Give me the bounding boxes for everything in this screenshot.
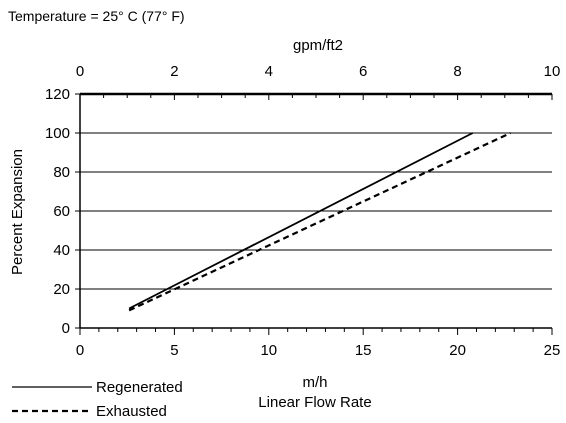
legend-label-regenerated: Regenerated xyxy=(96,379,183,396)
x-tick-label-15: 15 xyxy=(355,342,372,359)
series xyxy=(128,132,511,312)
y-tick-label-60: 60 xyxy=(53,203,70,220)
legend: Regenerated Exhausted xyxy=(12,379,183,420)
y-tick-label-120: 120 xyxy=(45,86,70,103)
y-axis-title: Percent Expansion xyxy=(9,149,26,275)
x-axis-unit: m/h xyxy=(302,374,327,391)
x-tick-label-20: 20 xyxy=(449,342,466,359)
x2-tick-label-6: 6 xyxy=(359,63,367,80)
series-line-exhausted xyxy=(128,132,511,312)
y-tick-label-80: 80 xyxy=(53,164,70,181)
legend-label-exhausted: Exhausted xyxy=(96,403,167,420)
ticks: 0 20 40 60 80 100 120 0 5 10 15 20 25 0 2 4 6 8 10 xyxy=(45,63,560,359)
y-tick-label-20: 20 xyxy=(53,281,70,298)
x2-axis-title: gpm/ft2 xyxy=(293,37,343,54)
x-tick-label-5: 5 xyxy=(170,342,178,359)
y-tick-label-40: 40 xyxy=(53,242,70,259)
x2-tick-label-10: 10 xyxy=(544,63,561,80)
x-tick-label-10: 10 xyxy=(260,342,277,359)
series-line-regenerated xyxy=(128,132,474,310)
y-tick-label-100: 100 xyxy=(45,125,70,142)
x2-tick-label-8: 8 xyxy=(453,63,461,80)
x2-tick-label-0: 0 xyxy=(76,63,84,80)
x2-tick-label-4: 4 xyxy=(265,63,273,80)
y-tick-label-0: 0 xyxy=(62,320,70,337)
x-tick-label-25: 25 xyxy=(544,342,561,359)
x-axis-title: Linear Flow Rate xyxy=(258,394,371,411)
grid xyxy=(80,132,552,290)
x2-tick-label-2: 2 xyxy=(170,63,178,80)
temperature-note: Temperature = 25° C (77° F) xyxy=(8,8,185,24)
x-tick-label-0: 0 xyxy=(76,342,84,359)
